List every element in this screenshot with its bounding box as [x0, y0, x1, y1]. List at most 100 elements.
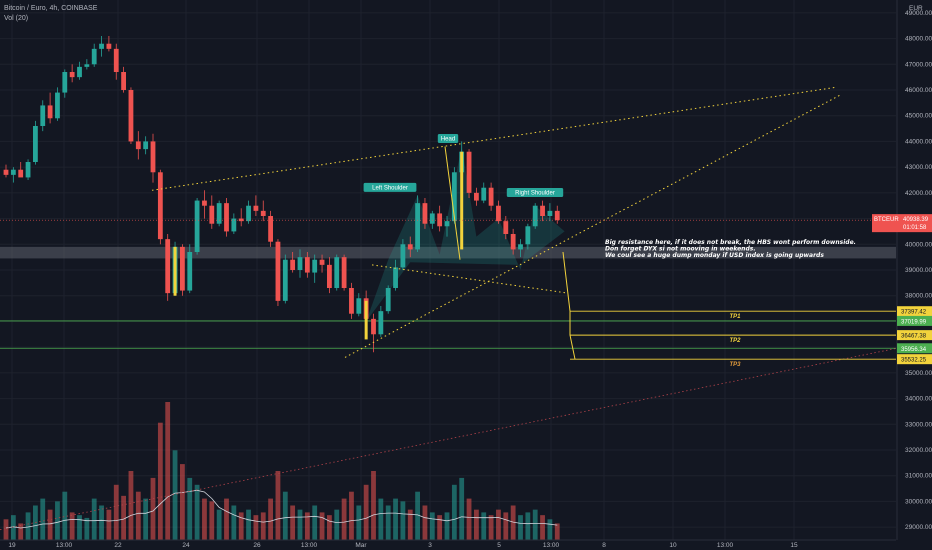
candle-body	[202, 200, 207, 206]
candle-body	[246, 205, 251, 222]
volume-bar	[69, 512, 75, 540]
volume-bar	[143, 498, 149, 540]
volume-bar	[510, 505, 516, 540]
time-tick-label: 3	[428, 542, 432, 549]
volume-bar	[481, 512, 487, 540]
projection-path	[562, 251, 576, 360]
price-tick-label: 49000.00	[905, 10, 932, 17]
candle-body	[371, 318, 376, 335]
candle-body	[165, 239, 171, 294]
volume-bar	[121, 495, 126, 540]
candle-body	[466, 151, 472, 193]
candle-body	[40, 105, 46, 126]
candle-body	[415, 203, 420, 250]
time-tick-label: 13:00	[717, 542, 734, 549]
volume-bar	[327, 515, 332, 540]
candle-body	[378, 311, 384, 335]
candle-body	[341, 257, 347, 288]
time-tick-label: 24	[182, 542, 190, 549]
price-tick-label: 48000.00	[905, 36, 932, 43]
drawings-back	[0, 146, 897, 531]
volume-bar	[18, 523, 24, 540]
time-tick-label: 15	[790, 542, 798, 549]
volume-bar	[40, 498, 46, 540]
candle-body	[481, 187, 487, 201]
current-price-value: 40938.39	[903, 217, 929, 223]
candle-body	[113, 48, 119, 72]
candle-body	[304, 257, 310, 273]
current-price-tag	[872, 214, 932, 233]
price-tick-label: 29000.00	[905, 524, 932, 531]
candle-body	[312, 259, 318, 273]
target-price-text: 36467.38	[901, 334, 927, 340]
highlight-candle	[173, 246, 177, 296]
candle-body	[290, 259, 296, 270]
volume-bar	[99, 505, 104, 540]
price-tick-label: 40000.00	[905, 241, 932, 248]
volume-bar	[91, 498, 97, 540]
candle-body	[224, 203, 229, 232]
price-tick-label: 45000.00	[905, 113, 932, 120]
candle-body	[55, 92, 60, 119]
price-tick-label: 32000.00	[905, 447, 932, 454]
candle-body	[150, 141, 156, 173]
volume-bar	[172, 450, 178, 540]
volume-bar	[356, 505, 362, 540]
candle-body	[554, 210, 560, 221]
price-tick-label: 38000.00	[905, 293, 932, 300]
candle-body	[194, 200, 200, 252]
volume-bar	[275, 471, 281, 540]
candle-body	[356, 298, 362, 314]
price-tick-label: 35000.00	[905, 370, 932, 377]
candle-body	[84, 64, 90, 67]
price-tick-label: 46000.00	[905, 87, 932, 94]
volume-bar	[349, 491, 354, 540]
pattern-label: Left Shoulder	[372, 186, 408, 192]
volume-bar	[180, 464, 185, 540]
volume-bar	[62, 491, 68, 540]
candle-body	[444, 221, 450, 227]
candle-body	[260, 210, 266, 216]
time-tick-label: 13:00	[301, 542, 318, 549]
volume-bar	[25, 512, 31, 540]
time-axis[interactable]: 19 13:00 22 24 26 13:00 Mar 3 5 13:00 8 10 13:00 15	[0, 539, 896, 549]
volume-indicator-label[interactable]: Vol (20)	[4, 15, 29, 22]
symbol-title[interactable]: Bitcoin / Euro, 4h, COINBASE	[4, 5, 98, 12]
volume-bar	[496, 509, 501, 540]
time-tick-label: 13:00	[56, 542, 73, 549]
note-line: Big resistance here, if it does not brea…	[605, 239, 856, 246]
volume-bar	[334, 509, 340, 540]
volume-bar	[444, 512, 450, 540]
target-label: TP2	[729, 338, 741, 344]
volume-bar	[554, 523, 560, 540]
volume-bar	[194, 484, 200, 540]
time-tick-label: Mar	[355, 542, 367, 549]
candle-body	[540, 205, 545, 216]
candle-body	[400, 244, 406, 268]
price-tick-label: 43000.00	[905, 164, 932, 171]
volume-bar	[209, 501, 215, 540]
candle-body	[334, 257, 340, 288]
candle-body	[488, 187, 494, 206]
candle-body	[3, 169, 9, 175]
volume-bar	[312, 505, 318, 540]
volume-bar	[238, 512, 244, 540]
volume-bar	[459, 477, 465, 540]
candle-body	[187, 252, 193, 291]
volume-bar	[113, 484, 119, 540]
price-tick-label: 39000.00	[905, 267, 932, 274]
candle-body	[99, 43, 104, 49]
target-price-tag	[897, 354, 932, 365]
candle-body	[143, 141, 149, 150]
volume-bar	[474, 509, 479, 540]
volume-bar	[165, 402, 171, 540]
volume-bar	[518, 515, 523, 540]
candle-body	[209, 205, 215, 224]
candle-body	[525, 226, 531, 245]
time-tick-label: 8	[602, 542, 606, 549]
volume-bar	[224, 498, 229, 540]
volume-bar	[319, 512, 325, 540]
candle-body	[518, 244, 523, 250]
price-axis[interactable]: 49000.00 48000.00 47000.00 46000.00 45000.00…	[872, 0, 932, 540]
